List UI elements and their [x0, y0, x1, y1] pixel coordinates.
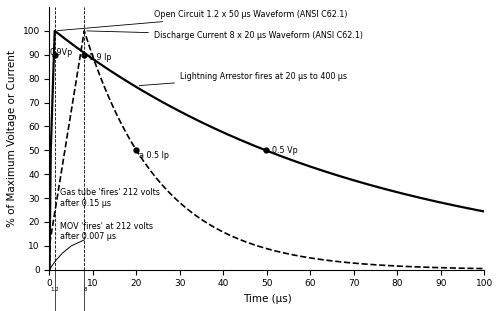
- Text: 0.9Vp: 0.9Vp: [50, 48, 72, 57]
- Y-axis label: % of Maximum Voltage or Current: % of Maximum Voltage or Current: [7, 50, 17, 227]
- Text: Open Circuit 1.2 x 50 μs Waveform (ANSI C62.1): Open Circuit 1.2 x 50 μs Waveform (ANSI …: [58, 10, 348, 30]
- Text: Lightning Arrestor fires at 20 μs to 400 μs: Lightning Arrestor fires at 20 μs to 400…: [139, 72, 347, 86]
- Text: 0.9 Ip: 0.9 Ip: [90, 53, 112, 62]
- Text: 0.5 Vp: 0.5 Vp: [272, 146, 298, 155]
- Text: Discharge Current 8 x 20 μs Waveform (ANSI C62.1): Discharge Current 8 x 20 μs Waveform (AN…: [87, 31, 363, 40]
- Text: 8: 8: [84, 286, 87, 291]
- Text: MOV 'fires' at 212 volts
after 0.007 μs: MOV 'fires' at 212 volts after 0.007 μs: [60, 222, 154, 241]
- Text: Gas tube 'fires' 212 volts
after 0.15 μs: Gas tube 'fires' 212 volts after 0.15 μs: [60, 188, 160, 208]
- X-axis label: Time (μs): Time (μs): [242, 294, 292, 304]
- Text: a 0.5 Ip: a 0.5 Ip: [138, 151, 168, 160]
- Text: 1.2: 1.2: [50, 286, 59, 291]
